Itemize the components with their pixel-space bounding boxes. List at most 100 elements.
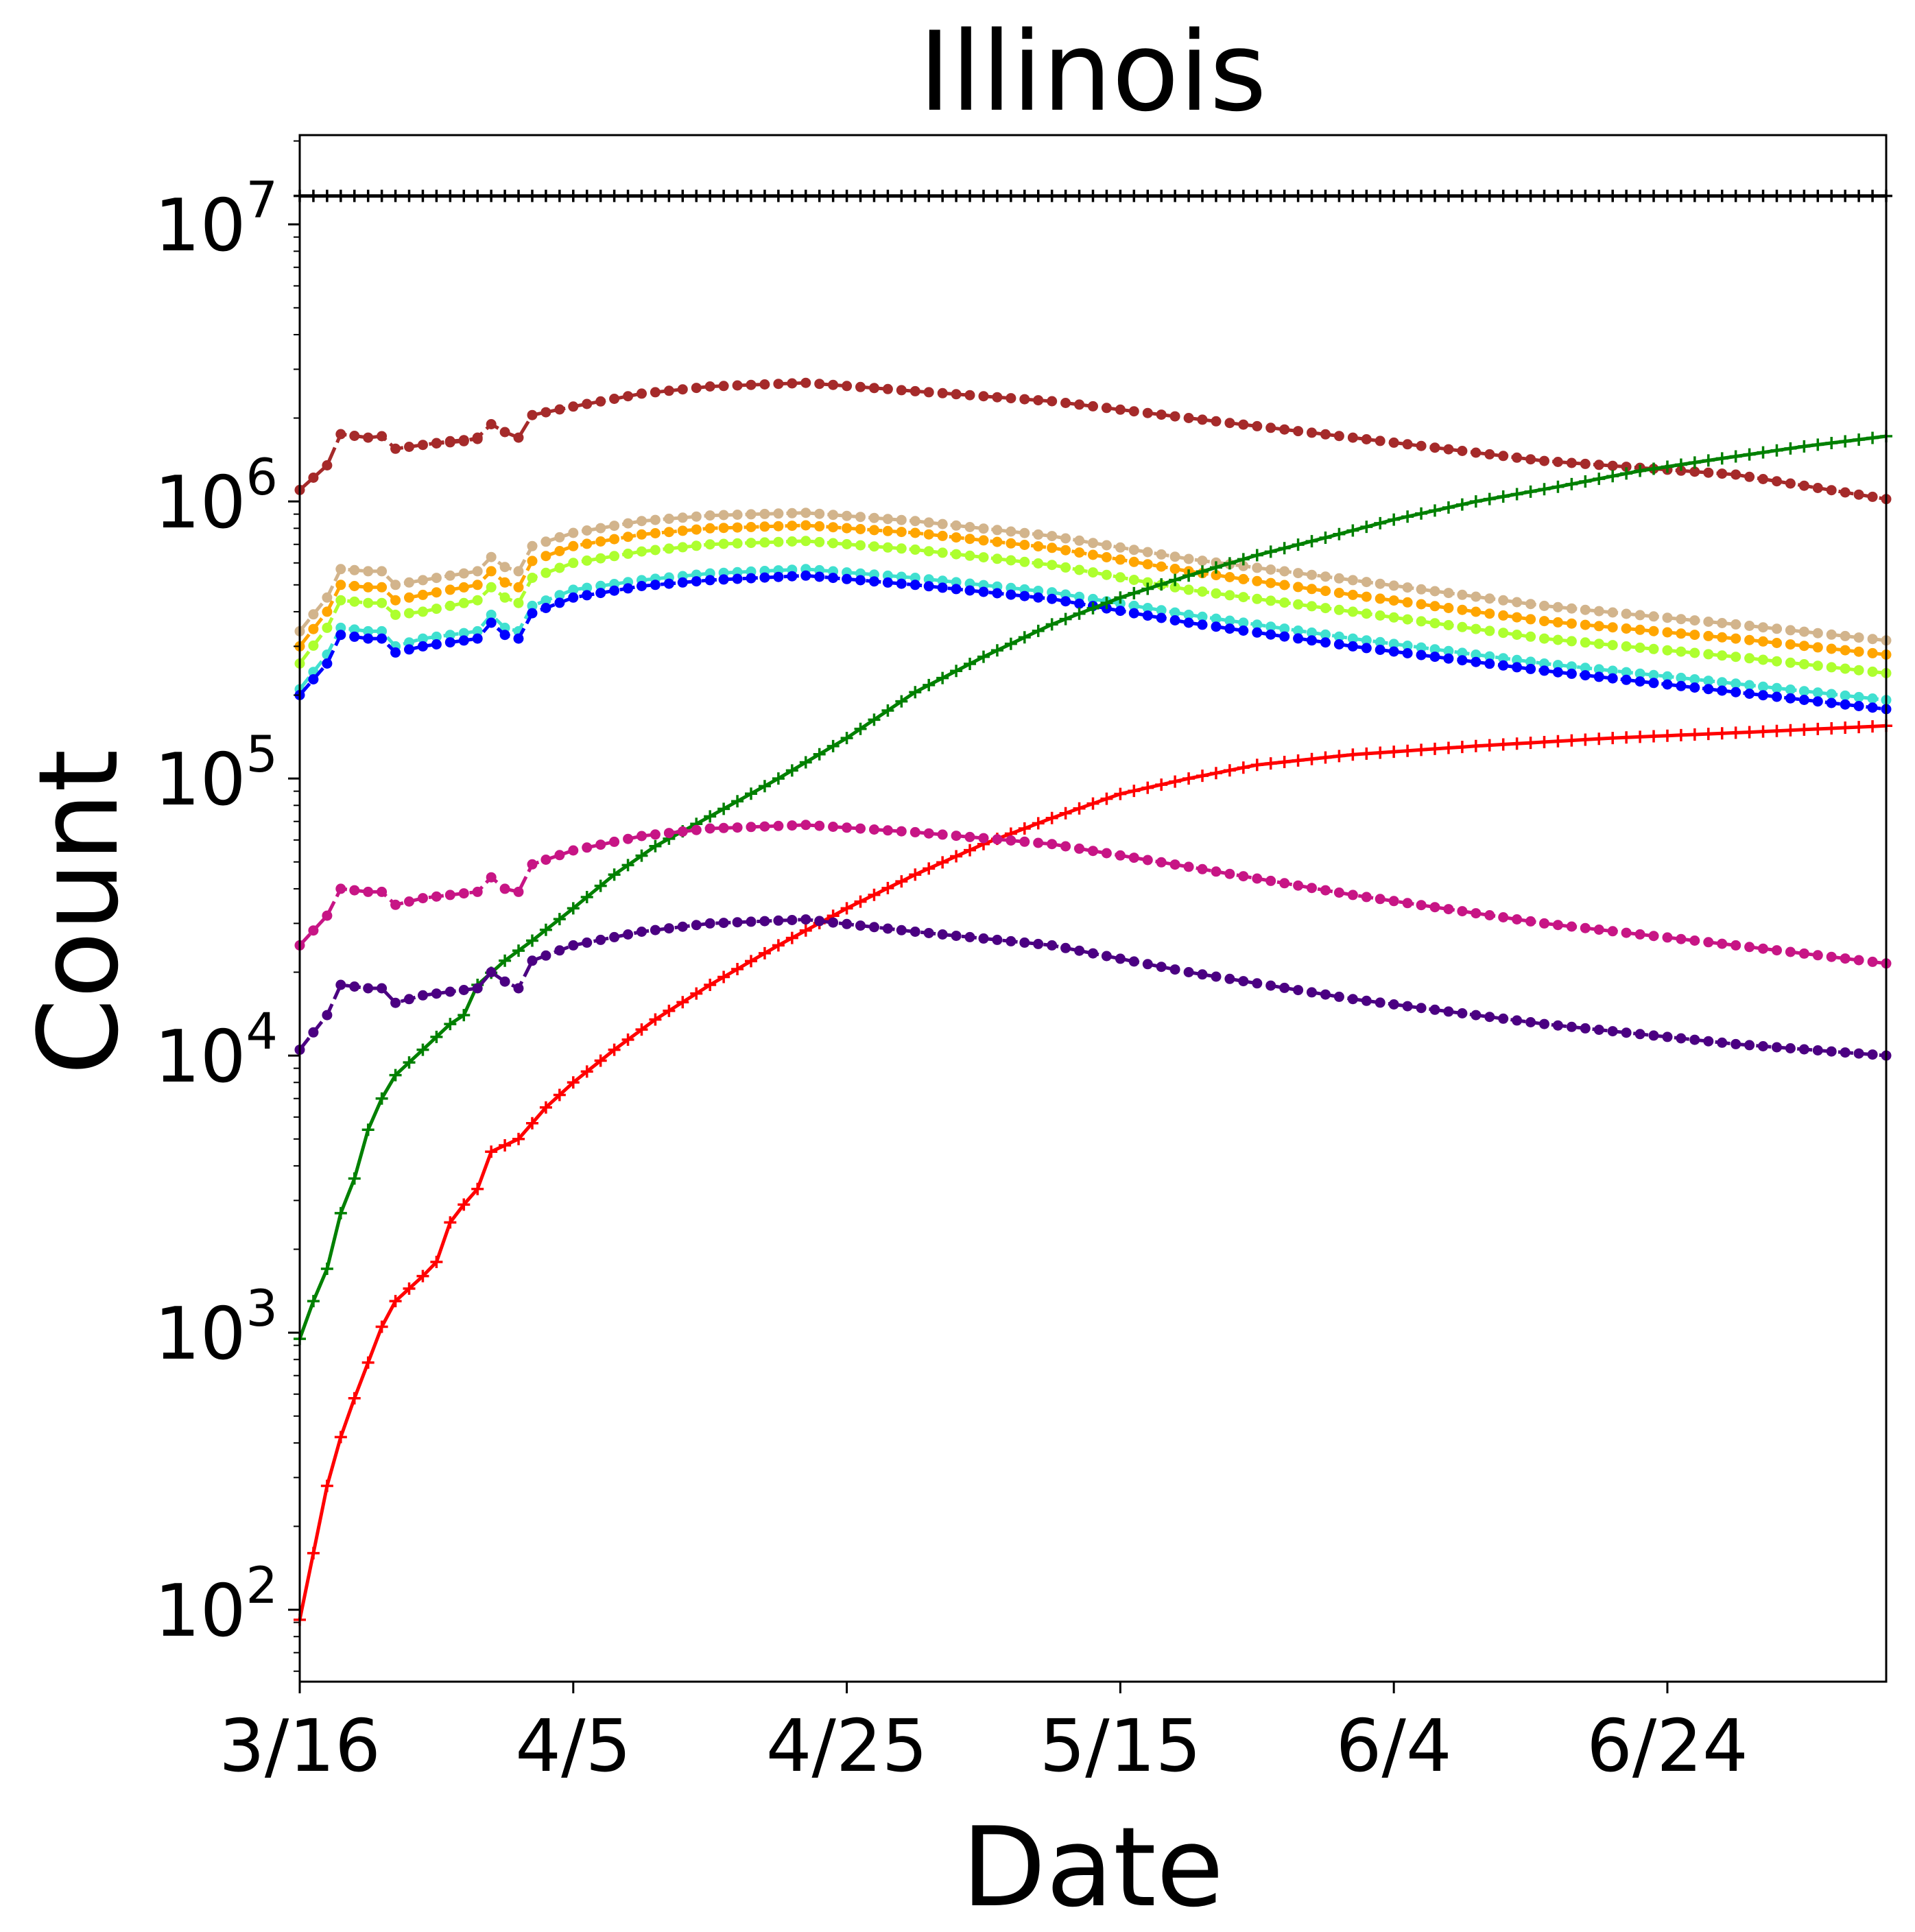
data-point [759,537,770,548]
data-point [1252,978,1263,989]
data-point [499,427,510,438]
data-point [1101,569,1112,580]
data-point [1648,1030,1659,1041]
data-point [1798,695,1809,705]
data-point [1361,643,1372,654]
y-tick-label: 103 [154,1280,278,1376]
data-point [1539,455,1549,466]
series-1 [294,377,1892,505]
data-point [486,566,497,577]
data-point [623,391,634,402]
x-tick-label: 5/15 [1039,1704,1201,1788]
data-point [1018,189,1031,202]
data-point [1388,580,1399,591]
series-6 [294,570,1892,715]
data-point [1128,545,1139,556]
data-point [1539,600,1549,611]
data-point [1100,792,1113,805]
data-point [1525,1017,1536,1027]
data-point [1455,189,1468,202]
data-point [1033,395,1044,406]
data-point [377,431,388,442]
data-point [1593,606,1604,617]
data-point [499,976,510,987]
data-point [525,934,538,947]
data-point [1525,454,1536,465]
data-point [472,566,483,577]
data-point [1812,483,1823,493]
data-point [1772,476,1782,487]
data-point [650,925,661,935]
data-point [1798,659,1809,669]
data-point [1224,590,1235,601]
data-point [513,582,524,593]
data-point [1866,720,1879,733]
data-point [1169,411,1180,422]
data-point [1867,1049,1878,1060]
data-point [1443,904,1454,915]
data-point [1676,628,1687,639]
data-point [1565,734,1578,747]
data-point [896,826,907,837]
data-point [814,521,825,532]
data-point [486,582,497,593]
data-point [950,850,963,863]
data-point [486,967,497,977]
data-point [363,625,374,636]
data-point [854,722,867,735]
data-point [1333,631,1344,642]
data-point [499,562,510,573]
data-point [348,189,361,202]
data-point [1169,859,1180,870]
series-line [298,724,1887,1621]
data-point [992,834,1003,845]
data-point [1525,614,1536,625]
data-point [554,404,565,415]
data-point [1428,504,1441,517]
data-point [1101,540,1112,551]
data-point [1388,746,1401,759]
data-point [513,886,524,897]
data-point [1867,956,1878,967]
data-point [1853,665,1864,676]
data-point [814,379,825,390]
data-point [1853,721,1866,734]
data-point [1607,622,1618,633]
data-point [1840,1047,1851,1058]
data-point [458,436,469,446]
data-point [1114,787,1127,800]
data-point [799,189,812,202]
data-point [1744,942,1755,953]
data-point [896,925,907,935]
data-point [363,432,374,443]
data-point [677,921,688,932]
data-point [1621,674,1632,685]
data-point [1606,470,1619,483]
data-point [1252,420,1263,431]
data-point [375,1320,388,1333]
data-point [951,532,962,543]
data-point [404,644,414,655]
data-point [1784,189,1797,202]
data-point [1415,743,1428,756]
data-point [472,432,483,443]
data-point [377,983,388,994]
data-point [377,886,388,897]
data-point [1539,633,1549,644]
data-point [1155,578,1168,591]
data-point [992,525,1003,536]
data-point [527,955,538,966]
data-point [444,437,455,448]
data-point [1320,629,1331,640]
data-point [964,657,977,670]
data-point [1223,764,1236,777]
data-point [1320,429,1331,440]
data-point [363,886,374,897]
data-point [1826,643,1837,654]
data-point [704,539,715,550]
data-point [390,899,401,910]
data-point [349,596,360,607]
data-point [1004,637,1017,650]
data-point [759,916,770,927]
